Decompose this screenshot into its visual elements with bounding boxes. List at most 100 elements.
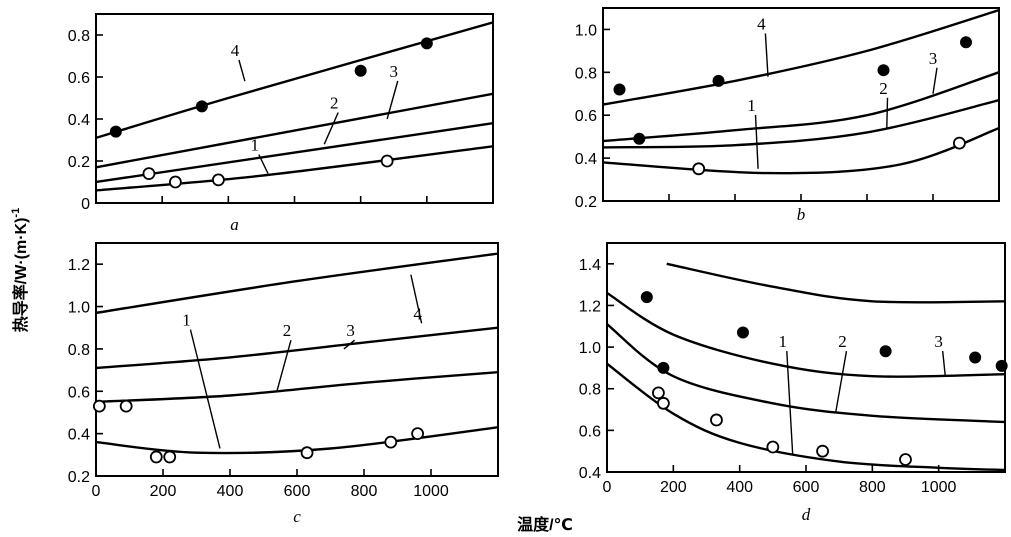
- panel-c-letter: c: [293, 507, 301, 526]
- panel-d-ytick-label: 1.2: [579, 298, 601, 315]
- panel-c-curve-3: [96, 326, 498, 370]
- panel-d-leader-2: [835, 350, 848, 412]
- panel-d-ytick-label: 0.4: [579, 465, 601, 482]
- panel-c-curve-1: [96, 426, 498, 455]
- panel-c-xtick-label: 200: [150, 483, 177, 500]
- panel-b-curve-label-2: 2: [879, 79, 888, 98]
- panel-a-curve-label-4: 4: [231, 41, 240, 60]
- panel-d-open-marker: [816, 444, 829, 458]
- panel-a-curve-label-1: 1: [251, 136, 260, 155]
- panel-d-ytick-label: 0.8: [579, 382, 601, 399]
- panel-d-curve-1: [607, 362, 1005, 472]
- panel-d-xtick-label: 400: [726, 479, 753, 496]
- panel-c-curve-label-2: 2: [283, 321, 292, 340]
- panel-c: 0.2 0.4 0.6 0.8 1.0 1.2 0 200 400 600 800 1000 1 2 3 4 c: [68, 242, 499, 526]
- panel-b-filled-marker: [960, 36, 972, 49]
- panel-b-ytick-label: 0.6: [575, 108, 597, 125]
- panel-a-leader-3: [386, 80, 399, 120]
- panel-b-curve-4: [603, 8, 999, 106]
- panel-a-ytick-label: 0.2: [68, 154, 90, 171]
- panel-c-leader-3: [343, 339, 356, 350]
- panel-d-xtick-label: 1000: [921, 479, 957, 496]
- y-axis-title-superscript: -1: [10, 208, 22, 218]
- panel-b-curve-label-3: 3: [929, 49, 938, 68]
- panel-d-filled-marker: [736, 326, 749, 339]
- panel-b-curve-3: [603, 71, 999, 143]
- y-axis-title: 热导率/W·(m·K)-1: [10, 208, 30, 332]
- panel-d-curve-2: [607, 323, 1005, 424]
- panel-d-frame: [606, 242, 1006, 473]
- panel-b-filled-marker: [633, 132, 646, 145]
- panel-b-curve-label-1: 1: [747, 96, 756, 115]
- panel-b-ytick-label: 0.4: [575, 151, 597, 168]
- panel-d-curve-label-2: 2: [838, 332, 847, 351]
- panel-c-curve-4: [96, 252, 498, 315]
- panel-d-open-marker: [710, 413, 723, 427]
- panel-b-leader-4: [764, 33, 769, 77]
- panel-d-leader-1: [786, 351, 794, 456]
- panel-c-open-marker: [411, 427, 425, 441]
- panel-a-curve-1: [96, 145, 493, 192]
- panel-c-xtick-label: 1000: [413, 483, 449, 500]
- panel-a-ytick-label: 0.4: [68, 112, 90, 129]
- panel-c-leader-1: [189, 329, 221, 449]
- panel-b-leader-1: [754, 114, 759, 169]
- panel-c-xtick-label: 600: [284, 483, 311, 500]
- panel-a-filled-marker: [109, 125, 122, 138]
- panel-c-leader-2: [276, 340, 292, 392]
- panel-a-frame: [95, 13, 494, 204]
- panel-d-curve-4: [666, 262, 1005, 304]
- panel-c-leader-4: [410, 274, 423, 324]
- panel-b: 0.2 0.4 0.6 0.8 1.0 1 2 3 4 b: [575, 7, 1000, 224]
- panel-b-letter: b: [797, 205, 806, 224]
- panel-d-open-marker: [656, 396, 670, 410]
- panel-a-ytick-label: 0.6: [68, 70, 90, 87]
- panel-d-open-marker: [766, 440, 780, 454]
- panel-a-ytick-label: 0.8: [68, 28, 90, 45]
- panel-d-ytick-label: 1.0: [579, 340, 601, 357]
- panel-d-curve-label-1: 1: [779, 332, 788, 351]
- panel-d: 0.4 0.6 0.8 1.0 1.2 1.4 0 200 400 600 800 1000 1 2 3 d: [579, 242, 1008, 524]
- panel-a-open-marker: [380, 154, 394, 168]
- panel-c-ytick-label: 0.2: [68, 469, 90, 486]
- panel-c-xtick-label: 400: [217, 483, 244, 500]
- panel-c-ytick-label: 0.8: [68, 342, 90, 359]
- panel-c-open-marker: [384, 435, 398, 449]
- panel-d-xtick-label: 200: [660, 479, 687, 496]
- panel-c-open-marker: [300, 446, 314, 460]
- panel-a-letter: a: [230, 215, 239, 234]
- panel-b-leader-3: [932, 67, 938, 94]
- panel-d-letter: d: [802, 505, 811, 524]
- panel-a-open-marker: [212, 173, 225, 187]
- panel-a-filled-marker: [195, 100, 208, 113]
- panel-b-ytick-label: 0.2: [575, 194, 597, 211]
- panel-d-filled-marker: [995, 359, 1008, 372]
- panel-d-curve-3: [607, 291, 1005, 378]
- panel-c-xtick-label: 0: [92, 483, 101, 500]
- panel-d-xtick-label: 0: [603, 479, 612, 496]
- panel-c-curve-label-1: 1: [182, 311, 191, 330]
- panel-b-curve-label-4: 4: [757, 14, 766, 33]
- panel-d-ytick-label: 0.6: [579, 423, 601, 440]
- panel-a-leader-4: [238, 59, 246, 82]
- panel-a-leader-1: [258, 154, 269, 174]
- panel-a-curve-4: [96, 21, 493, 140]
- panel-a-leader-2: [323, 112, 339, 145]
- panel-b-open-marker: [953, 136, 966, 150]
- panel-d-filled-marker: [969, 351, 982, 364]
- panel-c-open-marker: [119, 399, 133, 413]
- panel-c-frame: [95, 242, 499, 477]
- panel-a: 0 0.2 0.4 0.6 0.8 1 2 3 4 a: [68, 13, 494, 234]
- panel-d-filled-marker: [879, 345, 892, 358]
- panel-d-open-marker: [652, 386, 665, 400]
- panel-c-curve-2: [96, 371, 498, 404]
- panel-d-curve-label-3: 3: [934, 332, 943, 351]
- panel-d-xtick-label: 800: [859, 479, 886, 496]
- panel-b-filled-marker: [712, 74, 725, 87]
- panel-c-ytick-label: 0.6: [68, 384, 90, 401]
- panel-d-xtick-label: 600: [793, 479, 820, 496]
- panel-b-curve-2: [603, 99, 999, 149]
- x-axis-title: 温度/℃: [516, 515, 573, 534]
- panel-d-filled-marker: [657, 361, 670, 374]
- panel-c-open-marker: [163, 450, 177, 464]
